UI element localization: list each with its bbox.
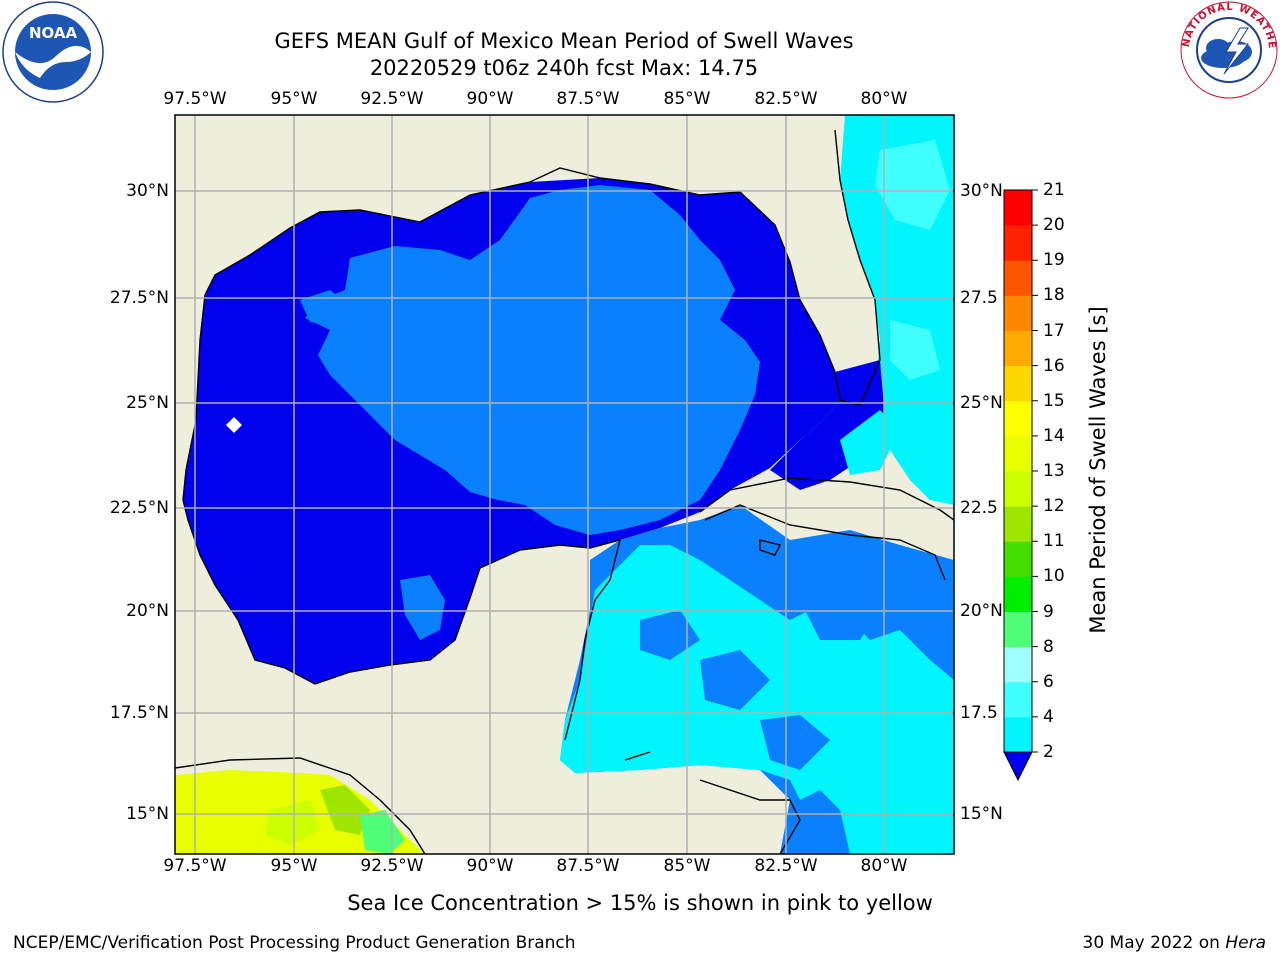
lat-tick-left: 22.5°N (109, 498, 169, 518)
lat-tick-left: 30°N (126, 181, 169, 201)
noaa-logo: NOAA (2, 1, 104, 103)
lat-tick-left: 17.5°N (109, 703, 169, 723)
footer-credit: NCEP/EMC/Verification Post Processing Pr… (13, 933, 576, 953)
colorbar-tick-label: 20 (1043, 215, 1065, 236)
colorbar-tick-label: 11 (1043, 531, 1065, 552)
colorbar-segment (1004, 190, 1032, 226)
footer-host: Hera (1225, 933, 1266, 953)
lon-tick-top: 97.5°W (163, 89, 227, 109)
colorbar-segment (1004, 400, 1032, 437)
lat-tick-left: 27.5°N (109, 288, 169, 308)
colorbar-segment (1004, 611, 1032, 648)
sea-ice-note: Sea Ice Concentration > 15% is shown in … (347, 891, 933, 915)
colorbar-segment (1004, 435, 1032, 472)
lat-tick-right: 22.5 (960, 498, 998, 518)
colorbar-segment (1004, 295, 1032, 331)
lon-tick-bottom: 95°W (270, 856, 318, 876)
colorbar-segment (1004, 506, 1032, 542)
colorbar-tick-label: 14 (1043, 425, 1065, 446)
colorbar-segment (1004, 365, 1032, 402)
colorbar-tick-label: 9 (1043, 601, 1054, 622)
colorbar-tick-label: 8 (1043, 636, 1054, 657)
colorbar-tick-label: 13 (1043, 461, 1065, 481)
chart-title: GEFS MEAN Gulf of Mexico Mean Period of … (274, 29, 854, 53)
lat-tick-left: 25°N (126, 393, 169, 413)
lon-tick-bottom: 85°W (663, 856, 711, 876)
gulf-medium-blue-region (305, 185, 760, 535)
colorbar-tick-label: 15 (1043, 390, 1065, 411)
lon-tick-top: 85°W (663, 89, 711, 109)
lat-tick-left: 20°N (126, 601, 169, 621)
lon-tick-bottom: 87.5°W (556, 856, 620, 876)
colorbar-tick-label: 16 (1043, 355, 1065, 376)
colorbar-segment (1004, 716, 1032, 753)
nws-logo: NATIONAL WEATHER SERVICE (1178, 0, 1278, 99)
colorbar-segment (1004, 681, 1032, 718)
colorbar (1003, 189, 1038, 782)
colorbar-segment (1004, 260, 1032, 296)
lat-tick-left: 15°N (126, 804, 169, 824)
colorbar-tick-label: 2 (1043, 742, 1054, 762)
colorbar-segment (1004, 225, 1032, 261)
lat-tick-right: 25°N (960, 393, 1003, 413)
lat-tick-right: 15°N (960, 804, 1003, 824)
lon-tick-top: 92.5°W (360, 89, 424, 109)
lon-tick-top: 87.5°W (556, 89, 620, 109)
lat-tick-right: 27.5 (960, 288, 998, 308)
colorbar-tick-label: 19 (1043, 250, 1065, 271)
colorbar-tick-label: 4 (1043, 706, 1054, 727)
colorbar-segment (1004, 576, 1032, 612)
colorbar-tick-label: 12 (1043, 496, 1065, 517)
colorbar-segment (1004, 471, 1032, 507)
lat-tick-right: 17.5 (960, 703, 998, 723)
chart-subtitle-forecast: 20220529 t06z 240h fcst Max: 14.75 (369, 56, 759, 80)
lon-tick-bottom: 82.5°W (754, 856, 818, 876)
colorbar-extend-arrow (1003, 751, 1033, 782)
colorbar-tick-label: 6 (1043, 671, 1054, 692)
lon-tick-bottom: 97.5°W (163, 856, 227, 876)
lat-tick-right: 30°N (960, 181, 1003, 201)
lon-tick-bottom: 80°W (860, 856, 908, 876)
lon-tick-top: 95°W (270, 89, 318, 109)
svg-text:NOAA: NOAA (29, 24, 78, 42)
colorbar-label: Mean Period of Swell Waves [s] (1086, 306, 1110, 634)
map-frame (174, 114, 955, 855)
colorbar-tick-label: 18 (1043, 285, 1065, 306)
coastlines (175, 129, 954, 854)
lon-tick-top: 82.5°W (754, 89, 818, 109)
lon-tick-bottom: 90°W (466, 856, 514, 876)
graticule (175, 115, 954, 854)
colorbar-tick-label: 10 (1043, 566, 1065, 587)
colorbar-tick-label: 21 (1043, 180, 1065, 200)
lon-tick-bottom: 92.5°W (360, 856, 424, 876)
colorbar-segment (1004, 541, 1032, 577)
colorbar-tick-label: 17 (1043, 320, 1065, 341)
lon-tick-top: 80°W (860, 89, 908, 109)
footer-date: 30 May 2022 on Hera (1082, 933, 1267, 953)
lat-tick-right: 20°N (960, 601, 1003, 621)
colorbar-segment (1004, 646, 1032, 683)
colorbar-segment (1004, 330, 1032, 367)
lon-tick-top: 90°W (466, 89, 514, 109)
